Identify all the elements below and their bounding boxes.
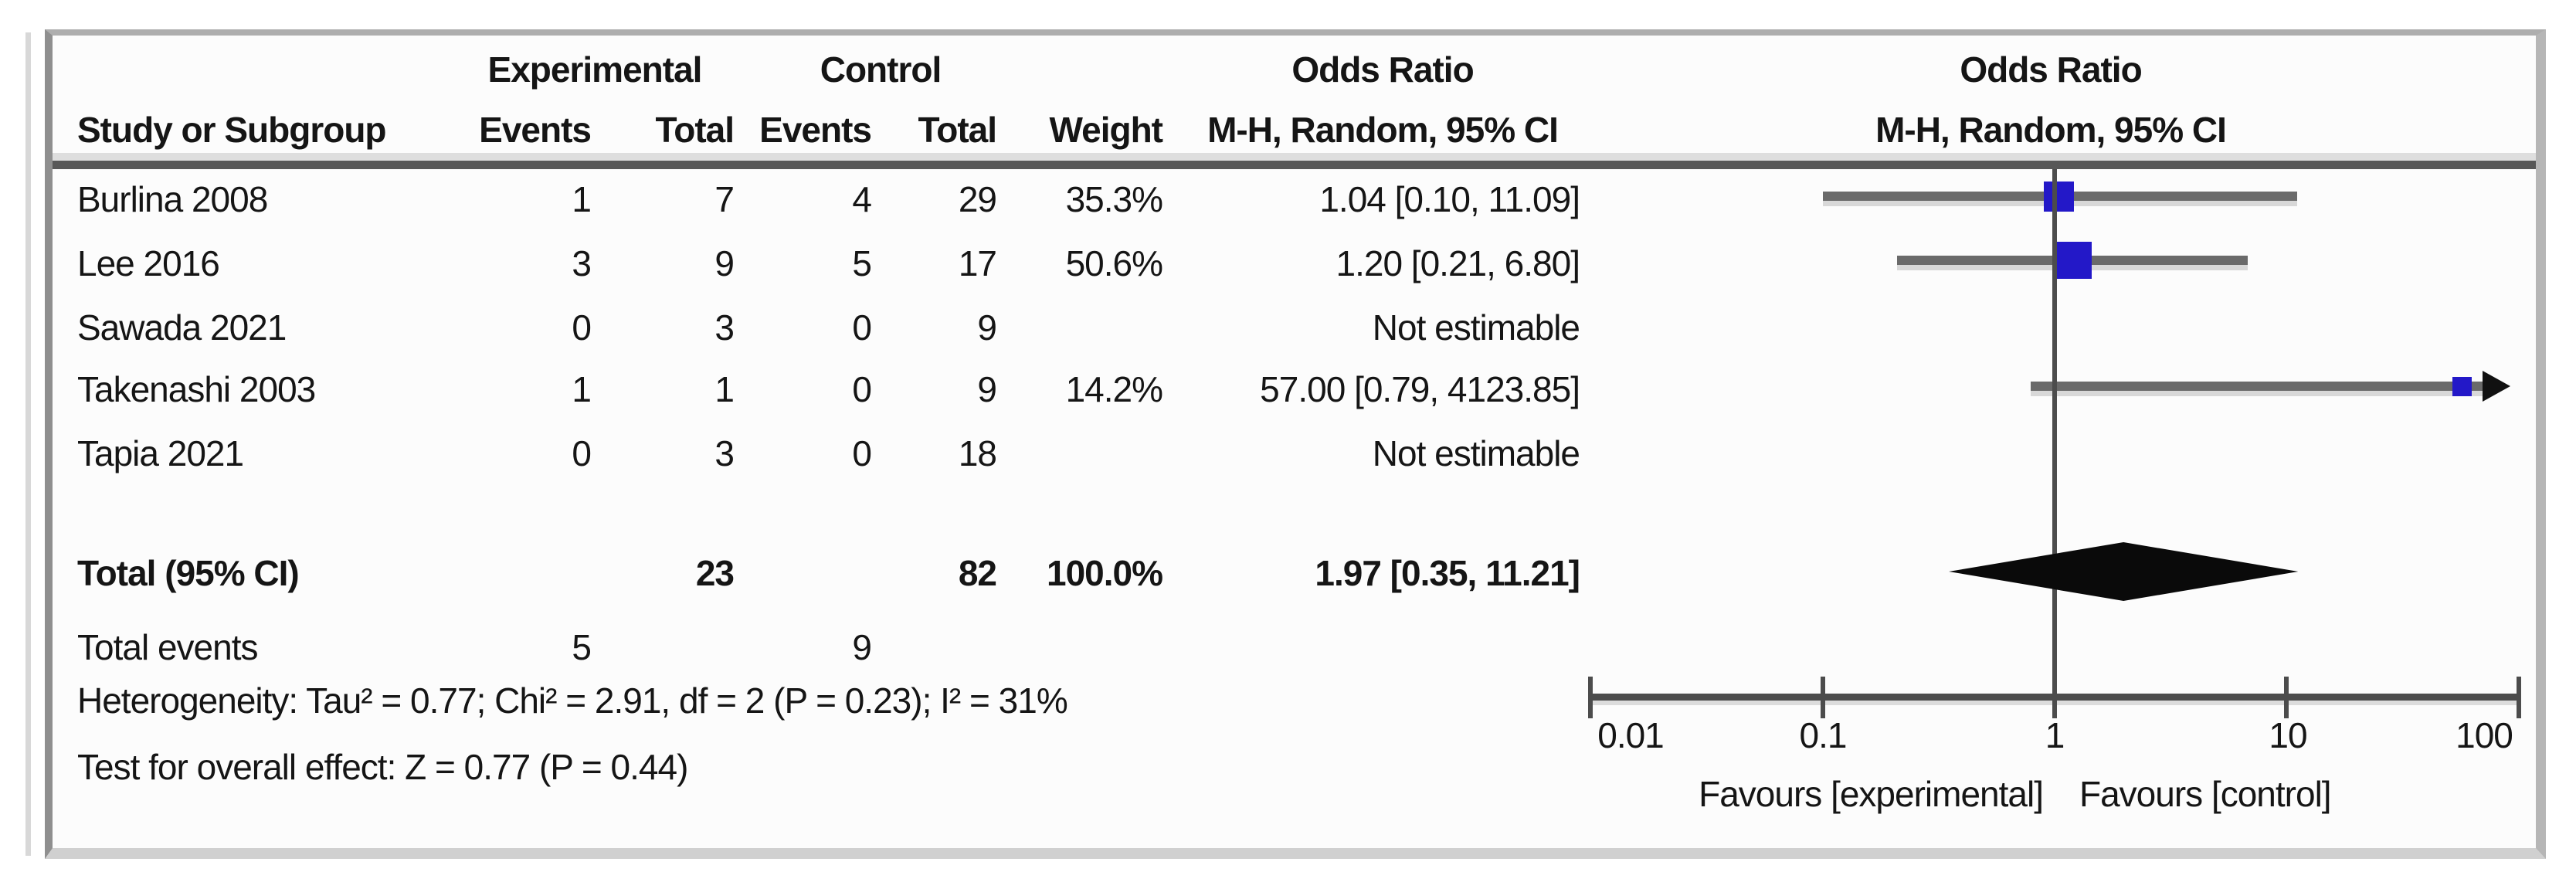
axis-tick <box>1588 677 1593 718</box>
row-t1: 7 <box>714 179 735 219</box>
header-mh-random-ci-text: M-H, Random, 95% CI <box>1207 110 1559 150</box>
axis-tick <box>2284 677 2289 718</box>
row-weight: 35.3% <box>1065 179 1163 219</box>
axis-tick <box>2052 677 2057 718</box>
header-total-control: Total <box>918 110 997 150</box>
total-events-control: 9 <box>852 627 872 667</box>
total-odds-ratio-ci: 1.97 [0.35, 11.21] <box>1315 553 1580 593</box>
row-e1: 1 <box>572 369 592 409</box>
row-study: Takenashi 2003 <box>77 369 316 409</box>
header-odds-ratio-plot-column: Odds Ratio <box>1960 49 2142 90</box>
row-e2: 0 <box>852 433 872 473</box>
row-study: Burlina 2008 <box>77 179 268 219</box>
axis-tick <box>1821 677 1825 718</box>
or-square-marker <box>2043 181 2074 212</box>
row-e1: 0 <box>572 433 592 473</box>
null-effect-line <box>2052 169 2057 697</box>
row-study: Sawada 2021 <box>77 307 287 348</box>
row-study: Lee 2016 <box>77 243 220 283</box>
row-or: Not estimable <box>1372 307 1580 348</box>
row-weight: 14.2% <box>1065 369 1163 409</box>
header-mh-random-ci-plot: M-H, Random, 95% CI <box>1875 110 2227 150</box>
header-total-experimental: Total <box>655 110 735 150</box>
axis-tick <box>2517 677 2521 718</box>
axis-tick-label: 0.01 <box>1597 715 1665 755</box>
heterogeneity-statistics: Heterogeneity: Tau² = 0.77; Chi² = 2.91,… <box>77 680 1068 721</box>
row-e2: 0 <box>852 307 872 348</box>
row-or: 1.20 [0.21, 6.80] <box>1336 243 1581 283</box>
total-events-label: Total events <box>77 627 258 667</box>
header-odds-ratio-text-column: Odds Ratio <box>1291 49 1474 90</box>
row-t1: 1 <box>714 369 735 409</box>
row-or: 57.00 [0.79, 4123.85] <box>1260 369 1580 409</box>
axis-tick-label: 0.1 <box>1799 715 1848 755</box>
row-t2: 9 <box>977 369 997 409</box>
row-t2: 17 <box>958 243 997 283</box>
row-e1: 3 <box>572 243 592 283</box>
header-events-control: Events <box>759 110 872 150</box>
row-study: Tapia 2021 <box>77 433 244 473</box>
axis-tick-label: 10 <box>2269 715 2307 755</box>
total-weight: 100.0% <box>1046 553 1163 593</box>
row-t2: 29 <box>958 179 997 219</box>
row-e1: 1 <box>572 179 592 219</box>
row-or: Not estimable <box>1372 433 1580 473</box>
row-t2: 18 <box>958 433 997 473</box>
row-or: 1.04 [0.10, 11.09] <box>1319 179 1580 219</box>
row-e1: 0 <box>572 307 592 348</box>
axis-tick-label: 100 <box>2456 715 2513 755</box>
outer-left-border-line <box>25 32 31 856</box>
ci-line <box>2031 382 2487 391</box>
row-t1: 3 <box>714 433 735 473</box>
row-e2: 5 <box>852 243 872 283</box>
favours-experimental-label: Favours [experimental] <box>1699 774 2044 814</box>
header-study-or-subgroup: Study or Subgroup <box>77 110 387 150</box>
header-separator-highlight <box>53 153 2536 161</box>
total-control-n: 82 <box>958 553 997 593</box>
axis-tick-label: 1 <box>2045 715 2065 755</box>
header-separator-line <box>53 161 2536 169</box>
favours-control-label: Favours [control] <box>2079 774 2332 814</box>
row-weight: 50.6% <box>1065 243 1163 283</box>
total-row-label: Total (95% CI) <box>77 553 300 593</box>
row-e2: 0 <box>852 369 872 409</box>
row-t1: 3 <box>714 307 735 348</box>
total-events-experimental: 5 <box>572 627 592 667</box>
overall-effect-test: Test for overall effect: Z = 0.77 (P = 0… <box>77 747 688 787</box>
or-square-marker <box>2054 242 2092 279</box>
row-e2: 4 <box>852 179 872 219</box>
header-control-group: Control <box>820 49 942 90</box>
header-experimental-group: Experimental <box>487 49 703 90</box>
row-t1: 9 <box>714 243 735 283</box>
header-events-experimental: Events <box>479 110 592 150</box>
total-experimental-n: 23 <box>695 553 735 593</box>
ci-arrow-right <box>2483 371 2510 402</box>
or-square-marker <box>2452 376 2472 396</box>
row-t2: 9 <box>977 307 997 348</box>
header-weight: Weight <box>1049 110 1163 150</box>
